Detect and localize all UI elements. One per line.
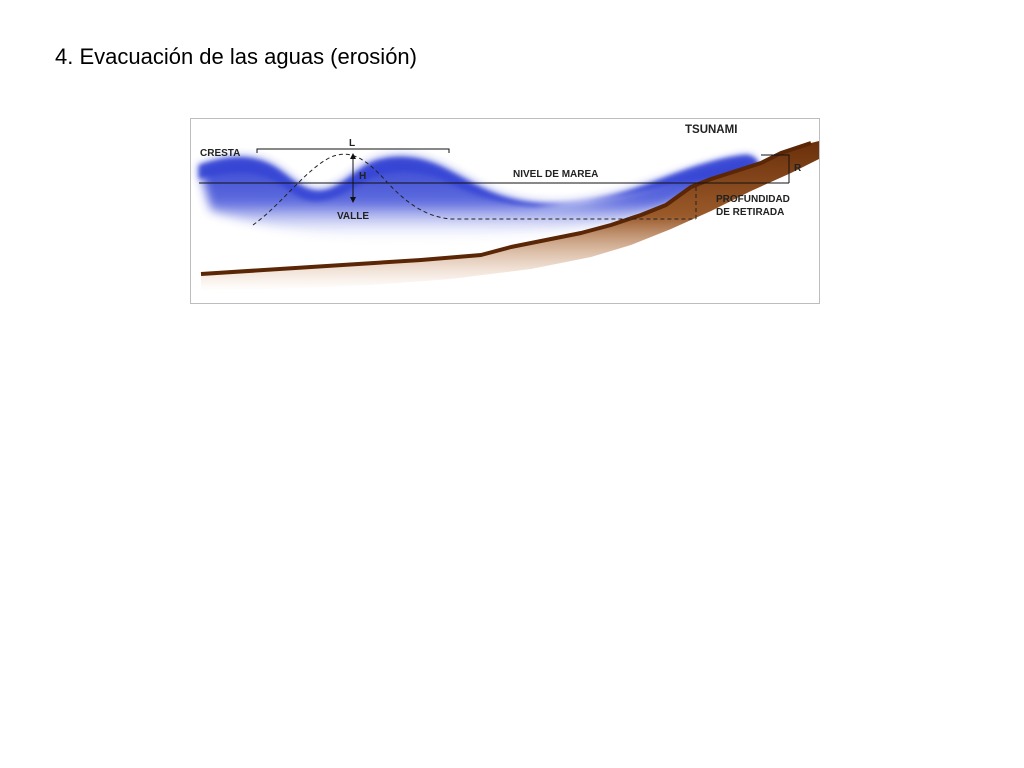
- tsunami-label: TSUNAMI: [685, 124, 737, 136]
- height-label: H: [359, 171, 366, 182]
- runup-label: R: [794, 163, 802, 174]
- runup-bracket: [761, 154, 790, 183]
- withdrawal-dashed-line: [252, 153, 696, 226]
- slide-title: 4. Evacuación de las aguas (erosión): [55, 44, 417, 69]
- wavelength-label: L: [349, 138, 355, 149]
- tsunami-diagram-svg: TSUNAMI CRESTA L H VALLE NIVEL DE MAREA …: [199, 124, 819, 291]
- water-surface: [199, 155, 759, 207]
- seabed-surface: [200, 141, 812, 276]
- height-arrow-top: [350, 153, 356, 159]
- height-arrow-bottom: [350, 197, 356, 203]
- tsunami-diagram: TSUNAMI CRESTA L H VALLE NIVEL DE MAREA …: [190, 118, 820, 304]
- water-body-glow: [199, 157, 756, 239]
- wavelength-bracket: [256, 148, 450, 153]
- tide-level-label: NIVEL DE MAREA: [513, 169, 598, 180]
- crest-label: CRESTA: [200, 148, 240, 159]
- withdrawal-label-line2: DE RETIRADA: [716, 207, 784, 218]
- withdrawal-label-line1: PROFUNDIDAD: [716, 194, 790, 205]
- seabed: [201, 141, 819, 291]
- trough-label: VALLE: [337, 211, 369, 222]
